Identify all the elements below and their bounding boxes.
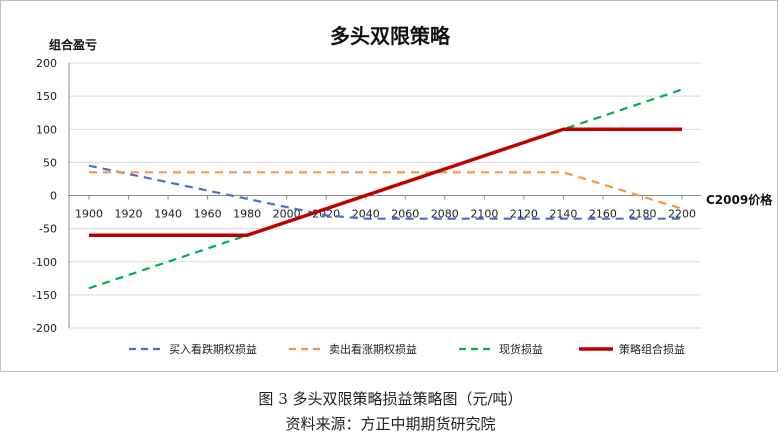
y-tick-labels: 200 150 100 50 0 -50 -100 -150 -200: [32, 57, 57, 335]
legend-label: 策略组合损益: [619, 342, 685, 356]
x-tick-label: 2180: [628, 208, 656, 221]
y-tick-label: 100: [36, 123, 57, 136]
y-tick-label: -200: [32, 322, 57, 335]
grid-layer: [68, 62, 701, 329]
x-tick-label: 2080: [431, 208, 459, 221]
chart-area: 多头双限策略 组合盈亏 C2009价格 200 150 100 50 0 -50 -100 -…: [0, 0, 778, 372]
series-layer: [88, 88, 683, 290]
x-tick-label: 2040: [352, 208, 380, 221]
x-tick-label: 2160: [589, 208, 617, 221]
series-line-2: [89, 171, 683, 210]
y-tick-label: 150: [36, 90, 57, 103]
y-tick-label: 200: [36, 57, 57, 70]
chart-svg: 多头双限策略 组合盈亏 C2009价格 200 150 100 50 0 -50 -100 -…: [32, 24, 773, 356]
y-tick-label: -100: [32, 256, 57, 269]
chart-title: 多头双限策略: [330, 24, 451, 48]
source-note: 资料来源：方正中期期货研究院: [285, 415, 496, 433]
x-tick-label: 2000: [273, 208, 301, 221]
series-line-1: [88, 164, 682, 220]
x-tick-label: 2100: [470, 208, 498, 221]
x-tick-label: 2200: [668, 208, 696, 221]
x-tick-label: 1920: [115, 208, 143, 221]
y-tick-label: 0: [50, 190, 57, 203]
x-tick-label: 2140: [549, 208, 577, 221]
x-tick-label: 1940: [154, 208, 182, 221]
series-line-4: [89, 127, 682, 237]
legend-label: 卖出看涨期权损益: [329, 342, 417, 356]
x-tick-labels: 1900 1920 1940 1960 1980 2000 2020 2040 2060 2080…: [75, 208, 696, 221]
x-tick-label: 2060: [391, 208, 419, 221]
legend-label: 买入看跌期权损益: [169, 342, 257, 356]
y-tick-label: -150: [32, 289, 57, 302]
figure-caption: 图 3 多头双限策略损益策略图（元/吨）: [258, 390, 523, 408]
y-axis-label: 组合盈亏: [49, 37, 97, 52]
x-tick-label: 1980: [233, 208, 261, 221]
x-tick-label: 2120: [510, 208, 538, 221]
y-tick-label: 50: [43, 156, 57, 169]
x-axis-label: C2009价格: [706, 192, 773, 207]
x-tick-label: 1900: [75, 208, 103, 221]
legend-label: 现货损益: [499, 342, 543, 356]
y-tick-label: -50: [39, 223, 57, 236]
x-tick-label: 1960: [194, 208, 222, 221]
legend: 买入看跌期权损益 卖出看涨期权损益 现货损益 策略组合损益: [129, 342, 685, 356]
